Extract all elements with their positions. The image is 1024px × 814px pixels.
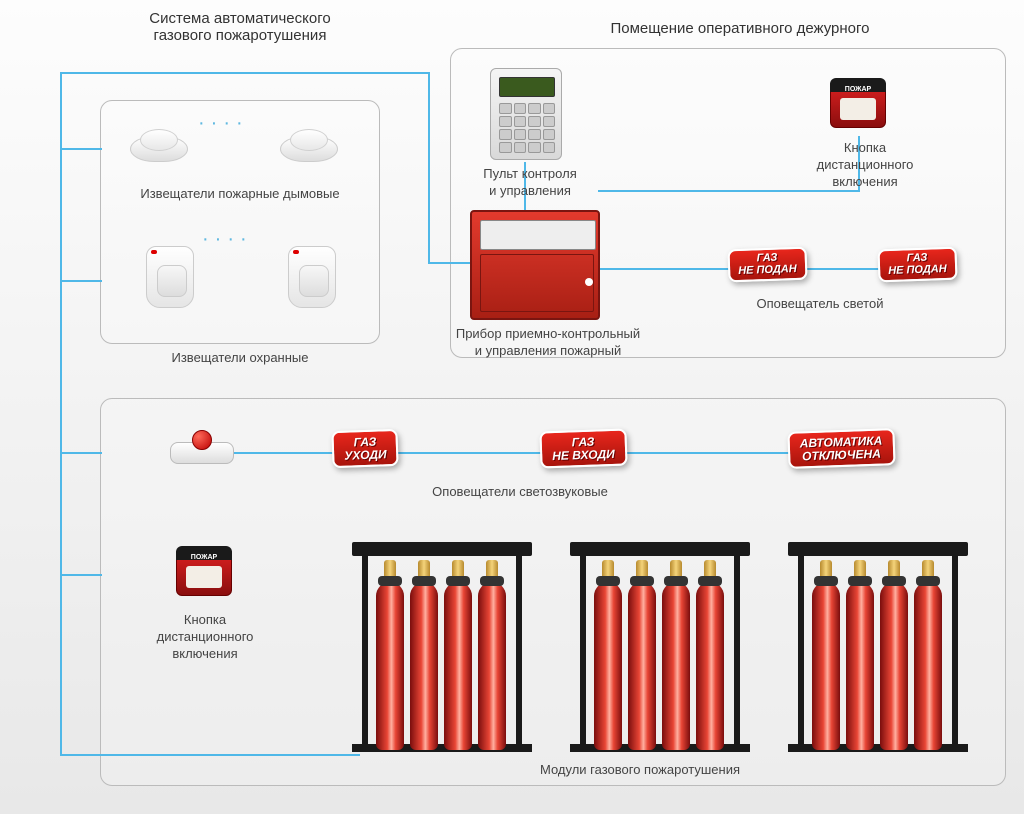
smoke-dots: ···· [198,112,249,135]
label-smoke: Извещатели пожарные дымовые [100,186,380,203]
gas-module-3 [788,542,968,752]
right-bus-v [428,72,430,264]
label-ctrl: Прибор приемно-контрольный и управления … [438,326,658,360]
label-pir: Извещатели охранные [100,350,380,367]
remote-button-top: ПОЖАР [830,78,886,134]
sign-auto-off: АВТОМАТИКА ОТКЛЮЧЕНА [787,428,895,469]
bus-top [60,72,430,74]
gas-module-2 [570,542,750,752]
siren-row-wire [232,452,792,454]
pir-detector-1 [146,246,194,308]
label-modules: Модули газового пожаротушения [480,762,800,779]
right-bus-to-ctrl [428,262,471,264]
label-remote-left: Кнопка дистанционного включения [130,612,280,663]
label-remote-top: Кнопка дистанционного включения [790,140,940,191]
bus-to-siren-row [60,452,102,454]
control-panel-device [470,210,600,320]
bus-to-modules [60,754,360,756]
sign-gas-leave: ГАЗ УХОДИ [331,429,399,468]
smoke-detector-2 [280,126,338,164]
bus-to-smoke [60,148,102,150]
remote-button-left: ПОЖАР [176,546,232,602]
sign-gas-not-supplied-2: ГАЗ НЕ ПОДАН [877,247,957,283]
smoke-detector-1 [130,126,188,164]
label-keypad: Пульт контроля и управления [460,166,600,200]
sign-gas-no-enter: ГАЗ НЕ ВХОДИ [539,429,627,469]
label-sound-light: Оповещатели светозвуковые [360,484,680,501]
gas-module-1 [352,542,532,752]
pir-dots: ···· [202,228,253,251]
bus-to-remote-left [60,574,102,576]
keypad-device [490,68,562,160]
title-right: Помещение оперативного дежурного [540,20,940,37]
bus-to-pir [60,280,102,282]
pir-detector-2 [288,246,336,308]
bus-vertical [60,72,62,756]
siren-device [170,430,234,464]
label-light-announcer: Оповещатель светой [720,296,920,313]
title-left: Система автоматического газового пожарот… [100,10,380,44]
sign-gas-not-supplied-1: ГАЗ НЕ ПОДАН [727,247,807,283]
